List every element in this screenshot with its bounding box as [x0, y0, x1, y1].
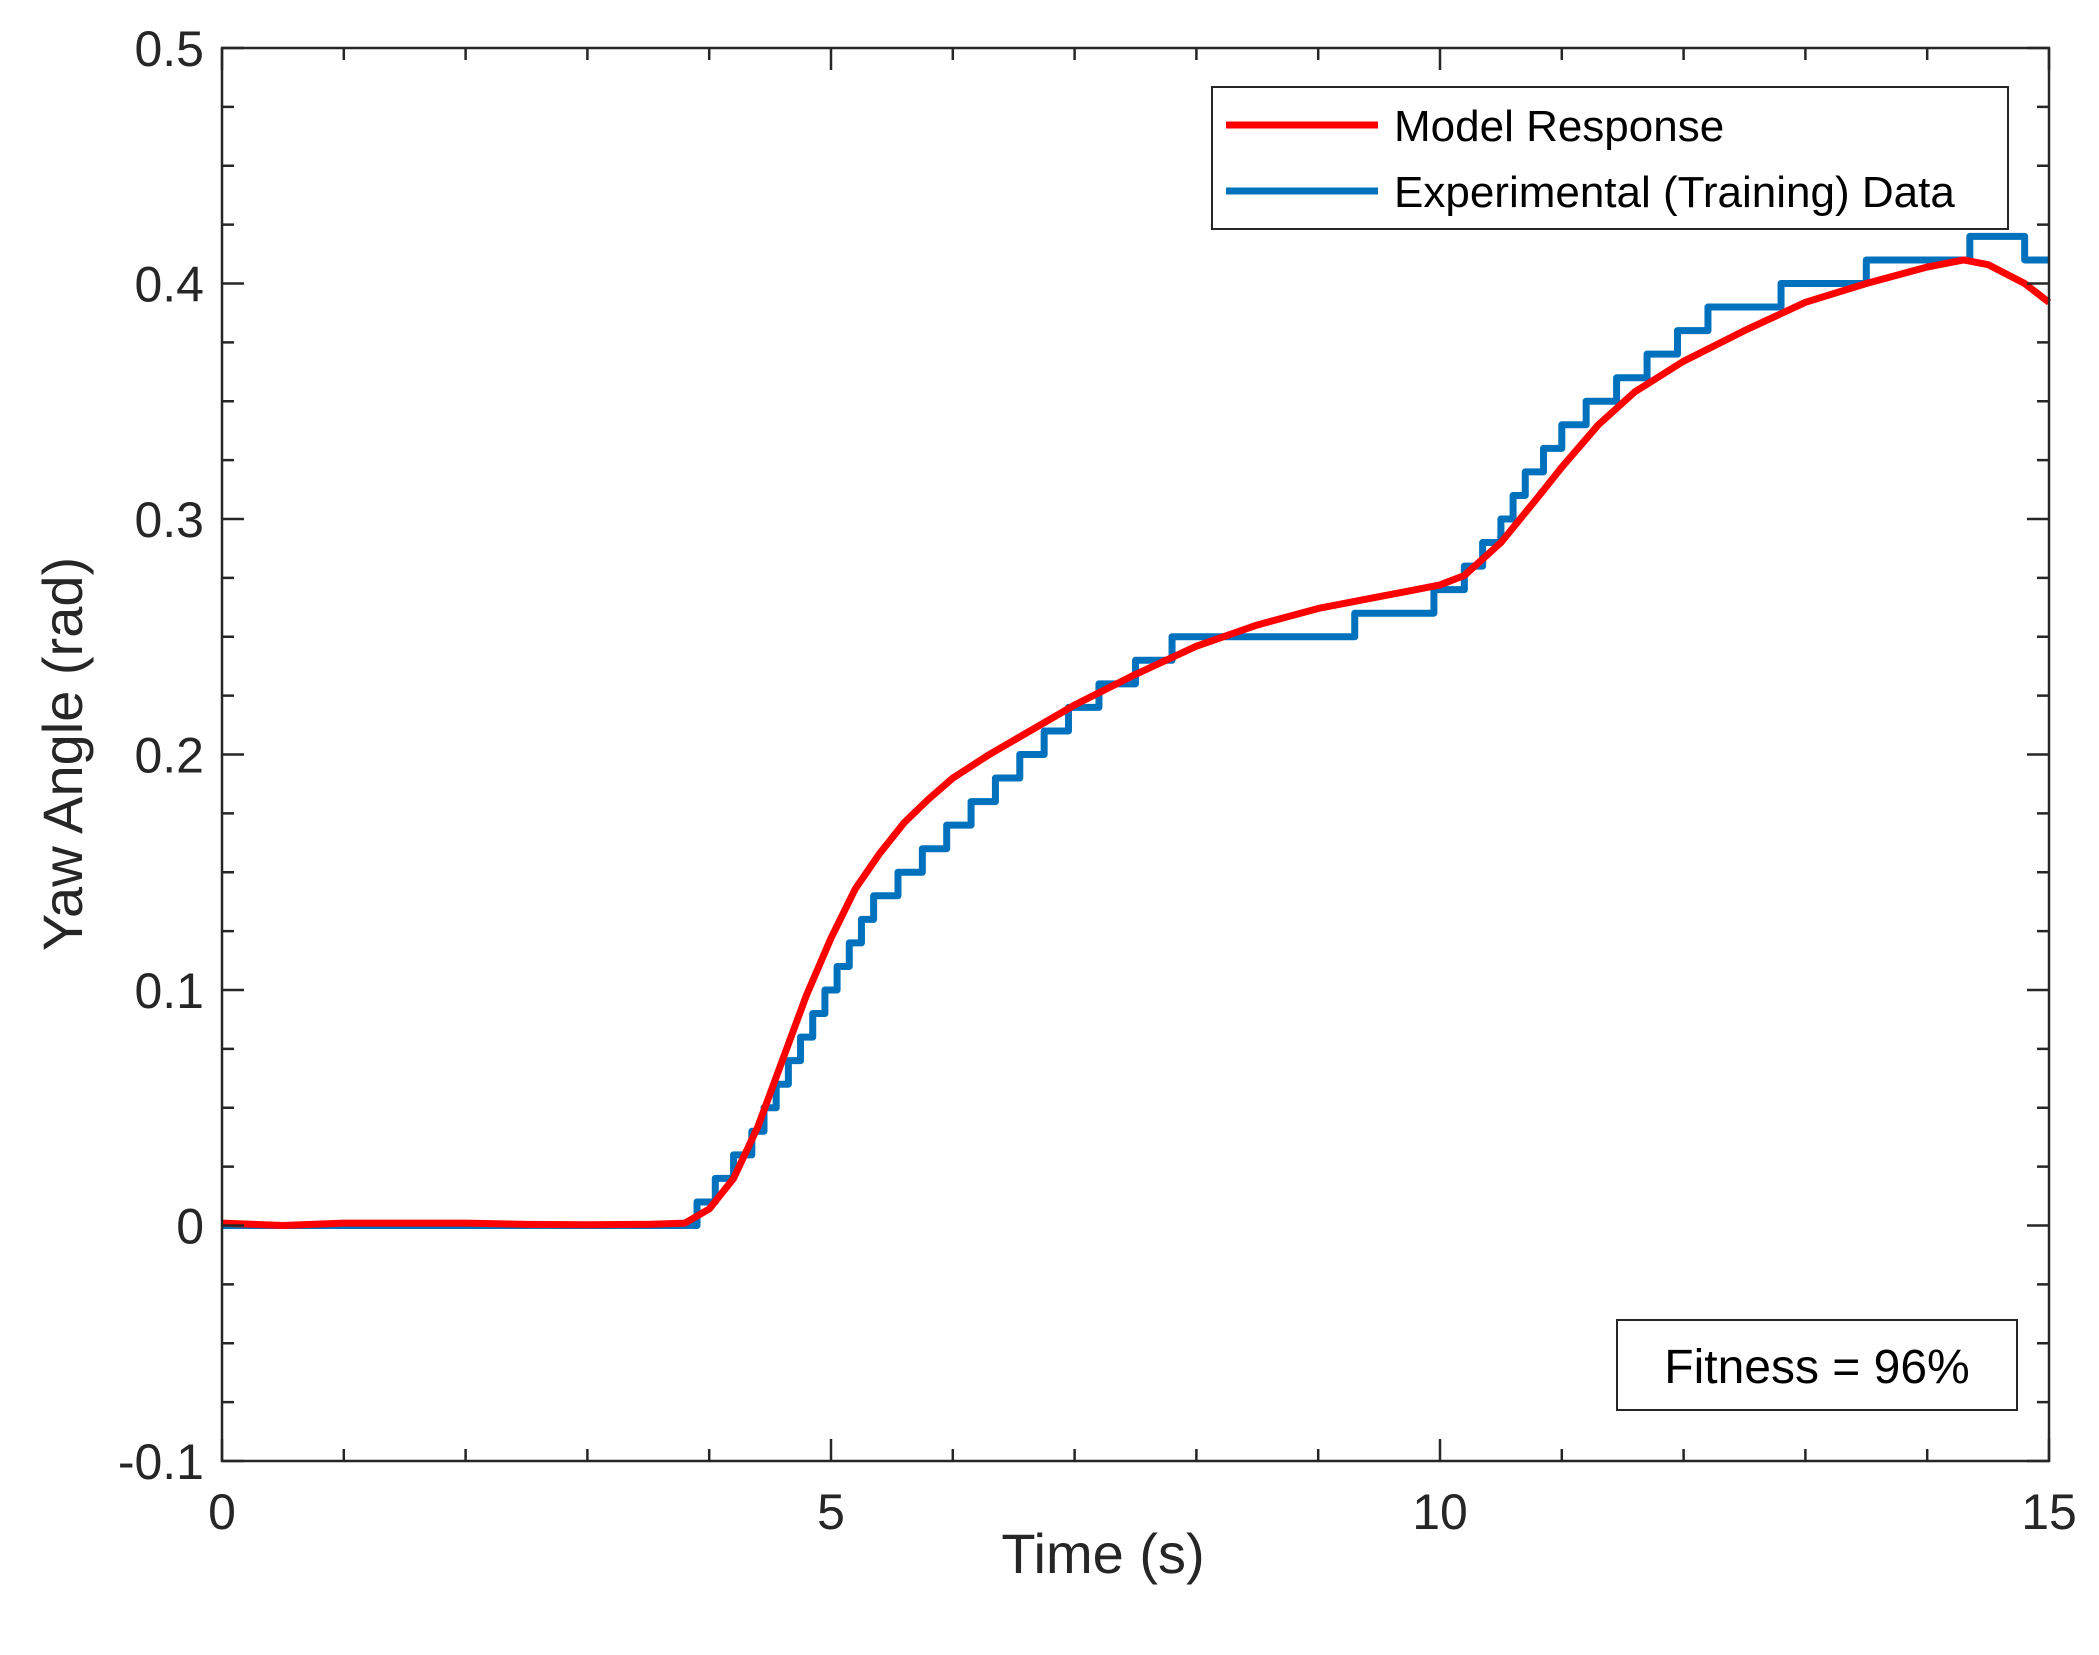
x-tick-label: 0	[208, 1484, 236, 1540]
plot-area	[222, 48, 2049, 1461]
series-layer	[221, 232, 2052, 1229]
legend-label-model-response: Model Response	[1394, 102, 1724, 151]
x-tick-labels: 0 5 10 15	[208, 1484, 2077, 1540]
y-tick-label: 0.2	[134, 728, 204, 784]
x-tick-label: 15	[2021, 1484, 2077, 1540]
x-tick-label: 10	[1412, 1484, 1468, 1540]
y-tick-label: -0.1	[118, 1434, 204, 1490]
y-tick-label: 0	[176, 1199, 204, 1255]
y-tick-label: 0.3	[134, 492, 204, 548]
y-tick-label: 0.1	[134, 963, 204, 1019]
x-axis-title: Time (s)	[1001, 1522, 1204, 1585]
fitness-annotation-text: Fitness = 96%	[1664, 1341, 1969, 1394]
series-line-model-response	[221, 256, 2052, 1229]
series-line-experimental-data	[222, 232, 2049, 1229]
legend: Model Response Experimental (Training) D…	[1211, 86, 2009, 230]
y-tick-labels: -0.1 0 0.1 0.2 0.3 0.4 0.5	[118, 21, 204, 1490]
ticks-layer	[220, 46, 2051, 1463]
y-tick-label: 0.5	[134, 21, 204, 77]
fitness-annotation-box	[1616, 1319, 2018, 1411]
y-tick-label: 0.4	[134, 257, 204, 313]
fitness-annotation: Fitness = 96%	[1616, 1319, 2018, 1411]
x-tick-label: 5	[817, 1484, 845, 1540]
legend-box	[1211, 86, 2009, 230]
legend-label-experimental-data: Experimental (Training) Data	[1394, 168, 1955, 217]
y-axis-title: Yaw Angle (rad)	[31, 557, 94, 951]
